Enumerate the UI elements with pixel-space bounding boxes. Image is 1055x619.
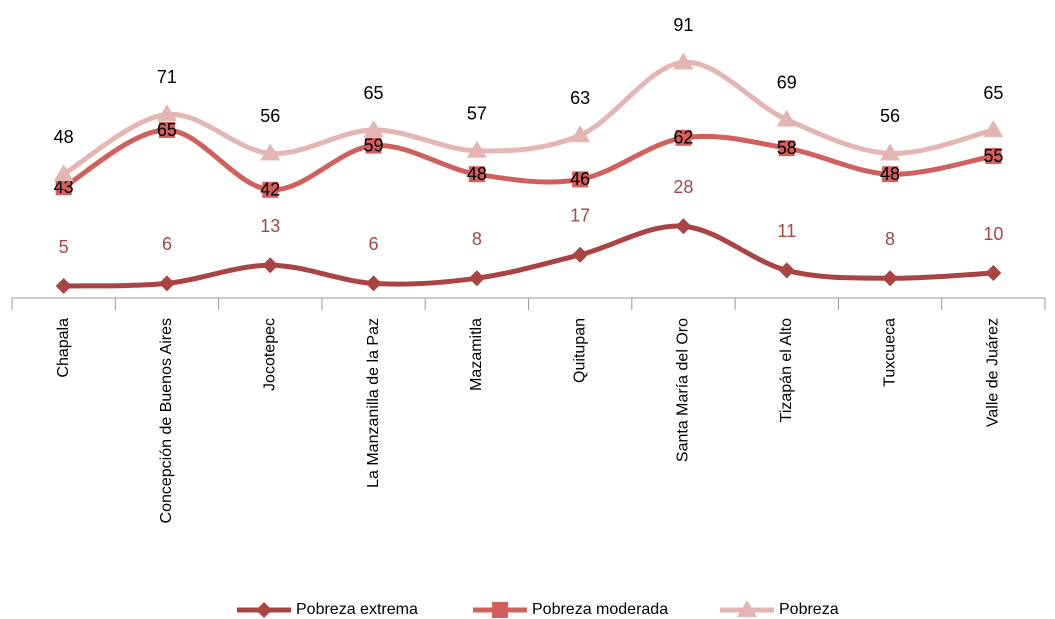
point-marker bbox=[55, 278, 72, 294]
point-marker bbox=[882, 166, 899, 183]
point-marker bbox=[778, 262, 795, 279]
data-label: 65 bbox=[983, 83, 1003, 103]
legend-marker bbox=[256, 602, 272, 618]
data-label: 62 bbox=[673, 128, 693, 148]
data-label: 57 bbox=[467, 104, 487, 124]
data-label: 56 bbox=[260, 106, 280, 126]
x-tick-label: Concepción de Buenos Aires bbox=[158, 318, 175, 523]
point-marker bbox=[776, 109, 797, 127]
x-tick-label: Santa María del Oro bbox=[675, 318, 692, 462]
point-marker bbox=[55, 179, 72, 196]
point-marker bbox=[985, 265, 1002, 281]
data-label: 58 bbox=[777, 138, 797, 158]
point-marker bbox=[468, 270, 485, 287]
data-label: 8 bbox=[472, 229, 482, 249]
data-label: 59 bbox=[364, 135, 384, 155]
data-label: 8 bbox=[885, 229, 895, 249]
legend-label: Pobreza extrema bbox=[296, 601, 418, 618]
data-label: 56 bbox=[880, 106, 900, 126]
data-label: 11 bbox=[777, 221, 796, 241]
point-marker bbox=[983, 120, 1004, 137]
point-marker bbox=[468, 166, 485, 183]
data-label: 6 bbox=[369, 234, 379, 254]
x-tick-label: Quitupan bbox=[571, 318, 588, 383]
x-tick-label: Valle de Juárez bbox=[985, 318, 1002, 427]
data-label: 91 bbox=[673, 15, 693, 35]
data-label: 48 bbox=[880, 164, 900, 184]
data-label: 69 bbox=[777, 72, 797, 92]
point-marker bbox=[156, 104, 177, 122]
data-label: 71 bbox=[157, 67, 177, 87]
point-marker bbox=[985, 148, 1002, 164]
point-marker bbox=[778, 140, 795, 157]
point-marker bbox=[363, 120, 384, 137]
point-marker bbox=[365, 275, 382, 292]
series-line bbox=[61, 59, 996, 177]
data-label: 48 bbox=[54, 127, 74, 147]
data-label: 65 bbox=[364, 83, 384, 103]
data-label: 5 bbox=[59, 237, 69, 257]
legend-label: Pobreza moderada bbox=[532, 601, 668, 618]
data-label: 55 bbox=[983, 146, 1003, 166]
data-label: 42 bbox=[260, 180, 280, 200]
data-label: 13 bbox=[260, 216, 280, 236]
point-marker bbox=[260, 143, 281, 161]
x-tick-label: Tuxcueca bbox=[881, 318, 898, 387]
data-label: 6 bbox=[162, 234, 172, 254]
data-label: 63 bbox=[570, 88, 590, 108]
series-line bbox=[61, 127, 996, 193]
legend-label: Pobreza bbox=[779, 601, 839, 618]
point-marker bbox=[675, 218, 692, 235]
data-label: 17 bbox=[570, 206, 590, 226]
point-marker bbox=[53, 164, 74, 182]
point-marker bbox=[466, 140, 487, 158]
series-line bbox=[61, 223, 996, 289]
point-marker bbox=[572, 246, 589, 263]
point-marker bbox=[675, 129, 692, 146]
data-label: 46 bbox=[570, 169, 590, 189]
legend-marker bbox=[492, 602, 508, 618]
x-tick-label: Tizapán el Alto bbox=[778, 318, 795, 422]
x-tick-label: Jocotepec bbox=[261, 318, 278, 391]
x-tick-label: Mazamitla bbox=[468, 318, 485, 391]
x-tick-label: La Manzanilla de la Paz bbox=[365, 318, 382, 488]
data-label: 28 bbox=[673, 177, 693, 197]
data-label: 48 bbox=[467, 164, 487, 184]
point-marker bbox=[158, 122, 175, 138]
legend-marker bbox=[737, 600, 757, 617]
point-marker bbox=[570, 125, 591, 143]
x-tick-label: Chapala bbox=[55, 318, 72, 378]
data-label: 65 bbox=[157, 120, 177, 140]
point-marker bbox=[673, 52, 694, 70]
data-label: 10 bbox=[983, 224, 1003, 244]
point-marker bbox=[158, 275, 175, 292]
point-marker bbox=[880, 143, 901, 161]
point-marker bbox=[365, 137, 382, 154]
data-label: 43 bbox=[54, 177, 74, 197]
point-marker bbox=[262, 257, 279, 274]
point-marker bbox=[882, 270, 899, 287]
point-marker bbox=[572, 171, 589, 188]
point-marker bbox=[262, 181, 279, 198]
